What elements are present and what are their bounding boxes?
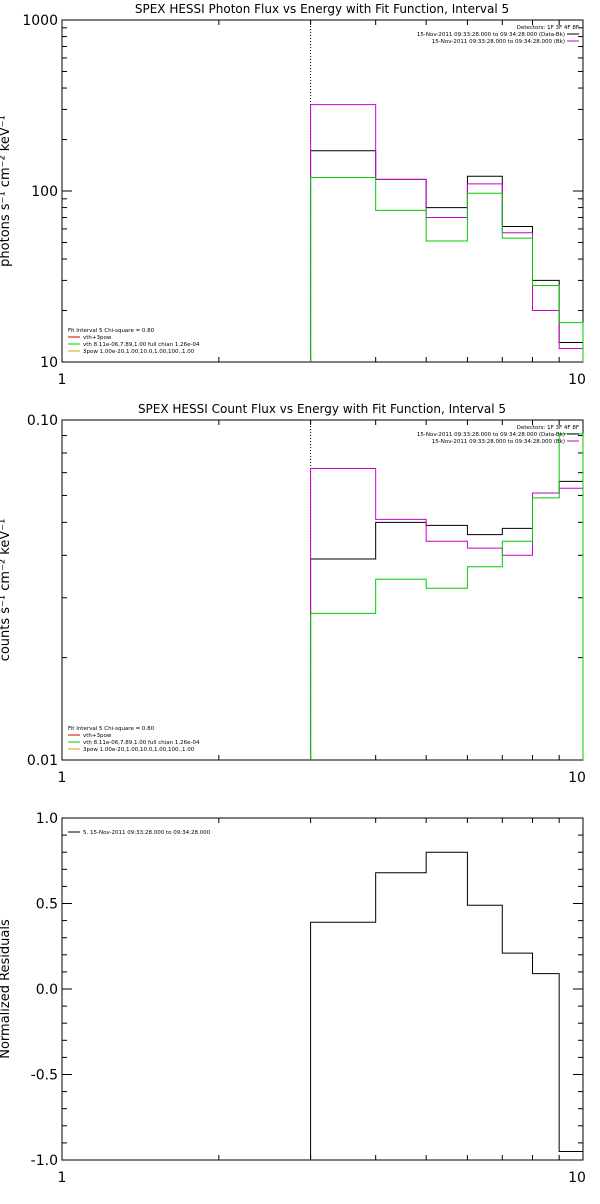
residuals-series-0-histogram — [310, 851, 583, 1160]
photon-y-tick-label: 1000 — [22, 13, 58, 29]
count-x-tick-label: 1 — [58, 770, 67, 786]
photon-x-tick-label: 1 — [58, 372, 67, 388]
count-y-tick-label: 0.01 — [27, 753, 58, 769]
residuals-plot-frame — [61, 817, 584, 1161]
residuals-series — [310, 851, 583, 1160]
residuals-y-tick-label: 1.0 — [36, 811, 58, 827]
count-legend-left-entry: vth 8.11e-06,7.89,1.00 full chian 1.26e-… — [83, 740, 200, 746]
residuals-x-tick-label: 1 — [58, 1170, 67, 1186]
count-series — [310, 420, 584, 760]
residuals-y-tick-label: 0.5 — [36, 897, 58, 913]
photon-plot-frame — [61, 19, 584, 363]
count-detectors-header: Detectors: 1F 3F 4F 8F — [517, 425, 579, 431]
count-legend-left-entry: 3pow 1.00e-20,1.00,10.0,1.00,100.,1.00 — [83, 747, 195, 753]
residuals-legend-left-entry: 5. 15-Nov-2011 09:33:28.000 to 09:34:28.… — [83, 830, 211, 836]
photon-detectors-header: Detectors: 1F 3F 4F 8F — [517, 25, 579, 31]
count-y-axis-label: counts s⁻¹ cm⁻² keV⁻¹ — [0, 519, 13, 662]
count-x-tick-label: 10 — [568, 770, 586, 786]
count-chart-title: SPEX HESSI Count Flux vs Energy with Fit… — [138, 402, 506, 416]
count-plot-frame — [61, 419, 584, 761]
count-fit-interval-header: Fit Interval 5 Chi-square = 0.80 — [68, 726, 155, 732]
residuals-y-axis-label: Normalized Residuals — [0, 919, 13, 1059]
residuals-panel: Normalized Residuals 1 10 -1.0 -0.5 0.0 0.5 1.… — [0, 811, 586, 1186]
photon-x-tick-label: 10 — [568, 372, 586, 388]
photon-y-axis-label: photons s⁻¹ cm⁻² keV⁻¹ — [0, 115, 13, 267]
count-legend-left-entry: vth+3pow — [83, 733, 112, 739]
count-series-2-histogram — [310, 433, 584, 760]
count-series-0-histogram — [310, 480, 584, 760]
photon-legend-left-entry: vth+3pow — [83, 335, 112, 341]
count-series-1-histogram — [310, 468, 584, 760]
photon-series-0-histogram — [310, 150, 584, 362]
photon-fit-interval-header: Fit Interval 5 Chi-square = 0.80 — [68, 328, 155, 334]
residuals-y-tick-label: 0.0 — [36, 982, 58, 998]
count-y-tick-label: 0.10 — [27, 413, 58, 429]
photon-series — [310, 20, 584, 362]
count-flux-panel: SPEX HESSI Count Flux vs Energy with Fit… — [0, 402, 586, 786]
residuals-y-tick-label: -1.0 — [31, 1153, 58, 1169]
photon-series-1-histogram — [310, 104, 584, 362]
photon-y-tick-label: 100 — [31, 184, 58, 200]
count-legend-right-entry: 15-Nov-2011 09:33:28.000 to 09:34:28.000… — [417, 432, 565, 438]
photon-flux-panel: SPEX HESSI Photon Flux vs Energy with Fi… — [0, 2, 586, 388]
count-legend-right-entry: 15-Nov-2011 09:33:28.000 to 09:34:28.000… — [432, 439, 565, 445]
photon-legend-right-entry: 15-Nov-2011 09:33:28.000 to 09:34:28.000… — [417, 32, 565, 38]
photon-y-tick-label: 10 — [40, 355, 58, 371]
residuals-axes: 1 10 -1.0 -0.5 0.0 0.5 1.0 — [31, 811, 586, 1186]
photon-legend-right-entry: 15-Nov-2011 09:33:28.000 to 09:34:28.000… — [432, 39, 565, 45]
photon-legend-left-entry: vth 8.11e-06,7.89,1.00 full chian 1.26e-… — [83, 342, 200, 348]
residuals-y-tick-label: -0.5 — [31, 1068, 58, 1084]
photon-series-2-histogram — [310, 176, 584, 362]
photon-legend-left-entry: 3pow 1.00e-20,1.00,10.0,1.00,100.,1.00 — [83, 349, 195, 355]
residuals-legends: 5. 15-Nov-2011 09:33:28.000 to 09:34:28.… — [68, 830, 211, 836]
residuals-x-tick-label: 10 — [568, 1170, 586, 1186]
photon-chart-title: SPEX HESSI Photon Flux vs Energy with Fi… — [135, 2, 509, 16]
